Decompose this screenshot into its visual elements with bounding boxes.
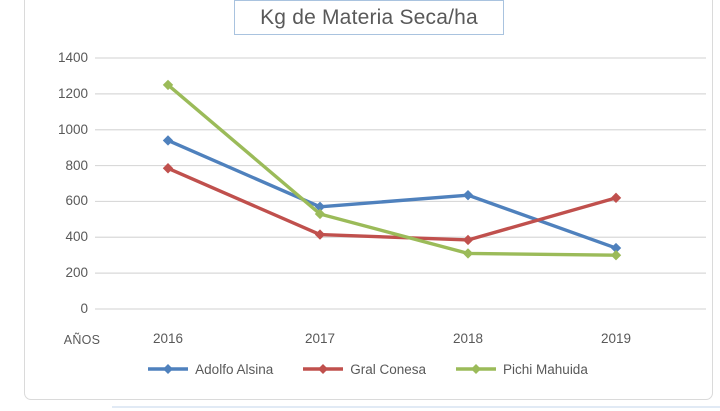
x-tick-2016: 2016 — [152, 331, 184, 346]
x-tick-2018: 2018 — [452, 331, 484, 346]
legend-item-gral-conesa: Gral Conesa — [303, 362, 426, 377]
x-axis-title: AÑOS — [63, 333, 101, 347]
legend-label: Adolfo Alsina — [195, 361, 274, 377]
y-tick-400: 400 — [65, 229, 88, 245]
x-tick-2019: 2019 — [600, 331, 632, 346]
y-tick-1400: 1400 — [57, 50, 88, 65]
legend-line-marker-icon — [148, 364, 189, 374]
legend-item-adolfo-alsina: Adolfo Alsina — [148, 362, 273, 377]
x-tick-2017: 2017 — [304, 331, 336, 346]
legend-line-marker-icon — [303, 364, 344, 374]
y-tick-800: 800 — [65, 157, 88, 173]
chart-title-box: Kg de Materia Seca/ha — [234, 0, 504, 35]
bottom-divider — [112, 406, 720, 408]
y-tick-600: 600 — [65, 193, 88, 209]
legend-line-marker-icon — [456, 364, 497, 374]
y-tick-1000: 1000 — [57, 121, 88, 137]
y-tick-200: 200 — [65, 265, 88, 281]
chart-frame — [24, 0, 713, 400]
y-tick-0: 0 — [80, 301, 88, 316]
chart-title: Kg de Materia Seca/ha — [260, 5, 478, 29]
legend-item-pichi-mahuida: Pichi Mahuida — [456, 362, 588, 377]
chart-legend: Adolfo Alsina Gral Conesa Pichi Mahuida — [24, 356, 712, 382]
y-tick-1200: 1200 — [57, 85, 88, 101]
legend-label: Pichi Mahuida — [503, 361, 588, 377]
legend-label: Gral Conesa — [350, 361, 427, 377]
